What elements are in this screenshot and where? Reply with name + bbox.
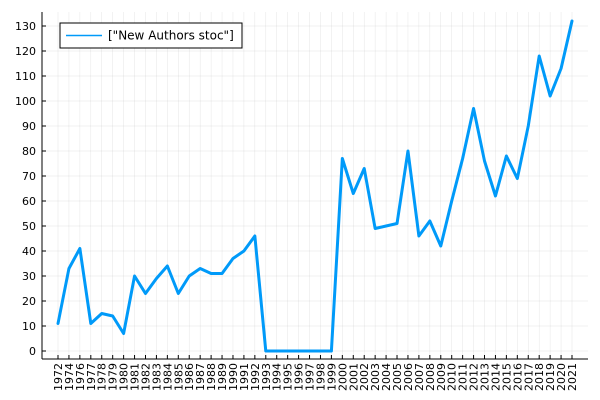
x-tick-label: 2011 [457, 363, 470, 391]
x-tick-label: 1988 [205, 363, 218, 391]
x-tick-label: 2004 [380, 363, 393, 391]
x-tick-label: 2019 [544, 363, 557, 391]
x-ticks: 1972197419761977197819791980198119821983… [52, 355, 579, 391]
y-tick-label: 130 [15, 20, 36, 33]
axes [41, 12, 588, 360]
x-tick-label: 1980 [118, 363, 131, 391]
y-tick-label: 20 [22, 295, 36, 308]
x-tick-label: 1995 [282, 363, 295, 391]
x-tick-label: 1977 [85, 363, 98, 391]
x-tick-label: 2007 [413, 363, 426, 391]
x-tick-label: 1984 [161, 363, 174, 391]
y-tick-label: 60 [22, 195, 36, 208]
legend-label: ["New Authors stoc"] [108, 29, 234, 43]
x-tick-label: 2009 [435, 363, 448, 391]
y-tick-label: 120 [15, 45, 36, 58]
y-tick-label: 30 [22, 270, 36, 283]
y-tick-label: 70 [22, 170, 36, 183]
y-tick-label: 110 [15, 70, 36, 83]
x-tick-label: 1998 [314, 363, 327, 391]
x-tick-label: 2021 [566, 363, 579, 391]
series [56, 19, 574, 353]
x-tick-label: 2010 [446, 363, 459, 391]
x-tick-label: 1986 [183, 363, 196, 391]
x-tick-label: 1987 [194, 363, 207, 391]
x-tick-label: 2015 [500, 363, 513, 391]
x-tick-label: 2001 [347, 363, 360, 391]
y-ticks: 0 10 20 30 40 50 60 70 80 90 100 110 120 130 [15, 20, 46, 358]
x-tick-label: 1972 [52, 363, 65, 391]
legend: ["New Authors stoc"] [59, 22, 243, 49]
y-tick-label: 10 [22, 320, 36, 333]
x-tick-label: 2008 [424, 363, 437, 391]
x-tick-label: 1978 [96, 363, 109, 391]
grid [42, 12, 588, 359]
x-tick-label: 1993 [260, 363, 273, 391]
x-tick-label: 2017 [522, 363, 535, 391]
x-tick-label: 2000 [336, 363, 349, 391]
y-tick-label: 80 [22, 145, 36, 158]
x-tick-label: 2018 [533, 363, 546, 391]
y-tick-label: 90 [22, 120, 36, 133]
x-tick-label: 1974 [63, 363, 76, 391]
y-tick-label: 50 [22, 220, 36, 233]
x-tick-label: 2002 [358, 363, 371, 391]
x-tick-label: 2013 [479, 363, 492, 391]
x-tick-label: 1996 [293, 363, 306, 391]
x-tick-label: 1976 [74, 363, 87, 391]
x-tick-label: 1985 [172, 363, 185, 391]
x-tick-label: 1991 [238, 363, 251, 391]
x-tick-label: 2005 [391, 363, 404, 391]
x-tick-label: 1999 [325, 363, 338, 391]
y-tick-label: 40 [22, 245, 36, 258]
x-tick-label: 1983 [150, 363, 163, 391]
x-tick-label: 1997 [304, 363, 317, 391]
x-tick-label: 2006 [402, 363, 415, 391]
y-tick-label: 0 [29, 345, 36, 358]
series-line [56, 19, 574, 353]
x-tick-label: 1979 [107, 363, 120, 391]
x-tick-label: 2012 [468, 363, 481, 391]
x-tick-label: 1994 [271, 363, 284, 391]
x-tick-label: 1992 [249, 363, 262, 391]
x-tick-label: 1982 [139, 363, 152, 391]
y-tick-label: 100 [15, 95, 36, 108]
x-tick-label: 2003 [369, 363, 382, 391]
x-tick-label: 2016 [511, 363, 524, 391]
x-tick-label: 1981 [129, 363, 142, 391]
x-tick-label: 2020 [555, 363, 568, 391]
x-tick-label: 1990 [227, 363, 240, 391]
x-tick-label: 2014 [489, 363, 502, 391]
x-tick-label: 1989 [216, 363, 229, 391]
